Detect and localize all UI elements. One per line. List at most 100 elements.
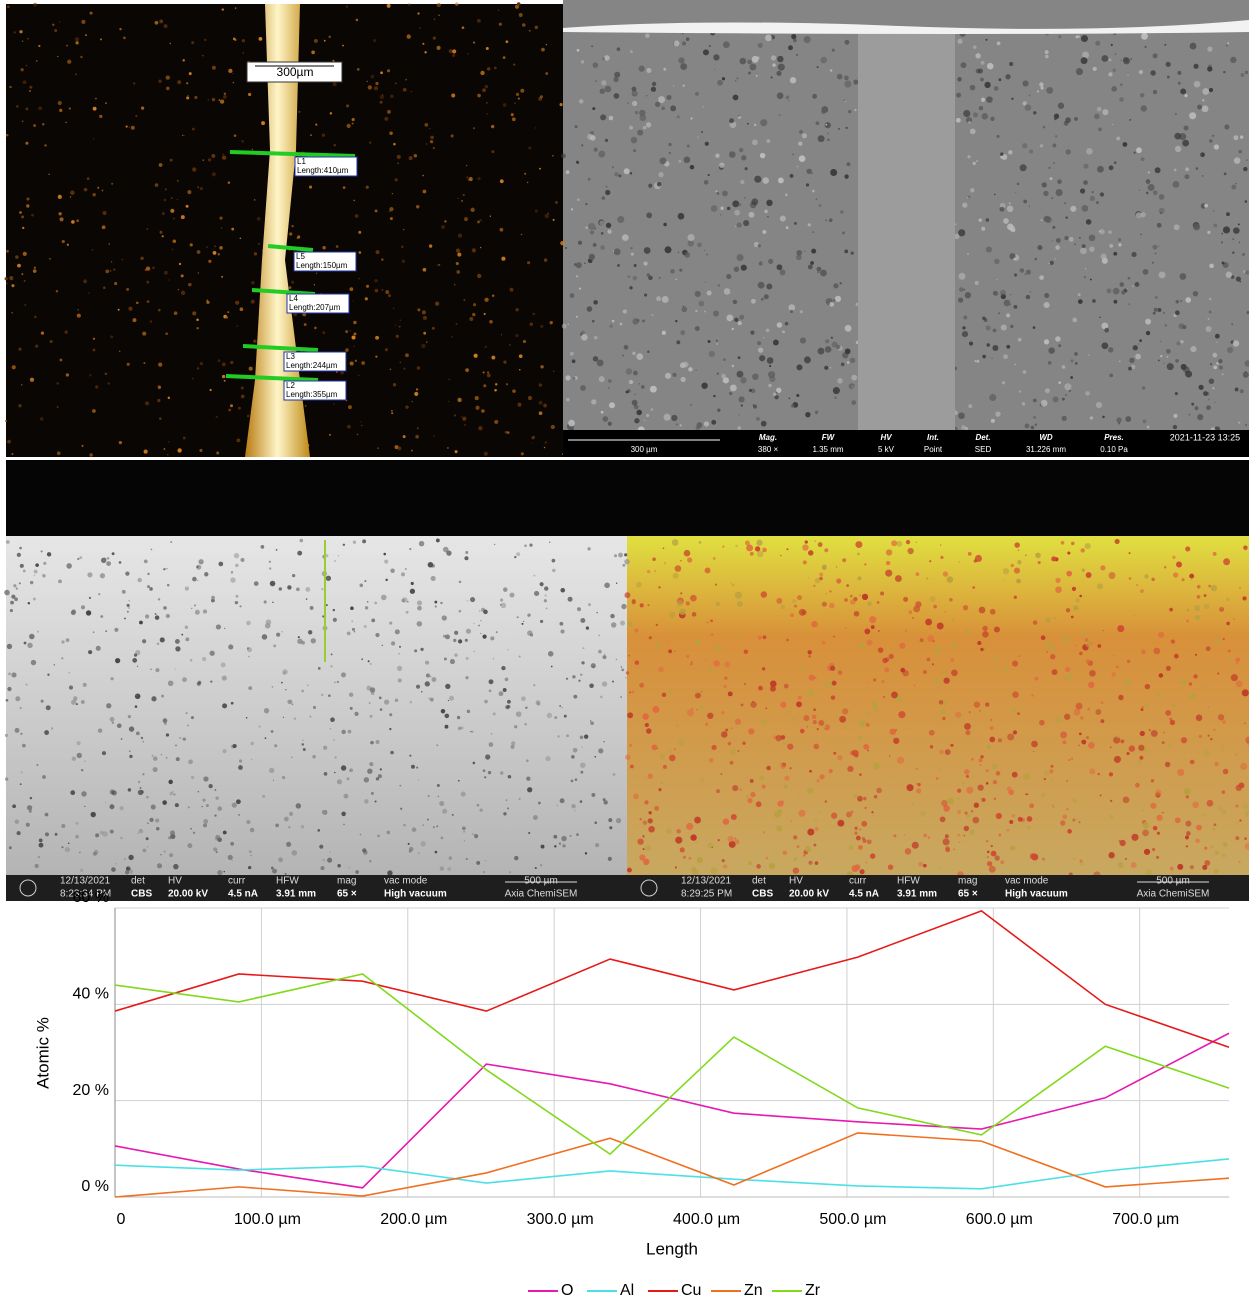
speckle	[505, 678, 509, 682]
speckle	[1196, 167, 1199, 170]
speckle	[322, 246, 325, 249]
speckle	[936, 777, 939, 780]
speckle	[447, 447, 448, 448]
speckle	[1208, 585, 1211, 588]
speckle	[652, 82, 656, 86]
speckle	[522, 23, 526, 27]
speckle	[1075, 645, 1077, 647]
speckle	[120, 806, 124, 810]
speckle	[662, 693, 666, 697]
speckle	[36, 60, 37, 61]
speckle	[1235, 804, 1238, 807]
speckle	[858, 642, 864, 648]
speckle	[70, 191, 74, 195]
speckle	[1240, 389, 1244, 393]
speckle	[221, 276, 223, 278]
speckle	[656, 296, 661, 301]
speckle	[1214, 144, 1219, 149]
speckle	[113, 268, 115, 270]
speckle	[310, 134, 312, 136]
speckle	[1212, 135, 1214, 137]
speckle	[119, 561, 122, 564]
speckle	[1109, 244, 1113, 248]
speckle	[804, 356, 811, 363]
speckle	[1224, 173, 1227, 176]
speckle	[102, 211, 106, 215]
speckle	[597, 359, 604, 366]
speckle	[930, 745, 933, 748]
speckle	[374, 602, 377, 605]
speckle	[633, 276, 638, 281]
speckle	[1236, 276, 1241, 281]
speckle	[688, 240, 694, 246]
speckle	[1201, 813, 1205, 817]
speckle	[891, 691, 898, 698]
speckle	[511, 741, 515, 745]
speckle	[17, 264, 21, 268]
speckle	[977, 784, 983, 790]
speckle	[139, 829, 144, 834]
speckle	[630, 765, 634, 769]
speckle	[929, 730, 935, 736]
speckle	[831, 337, 833, 339]
measure-length: Length:207µm	[289, 303, 341, 312]
speckle	[800, 310, 803, 313]
speckle	[730, 761, 734, 765]
speckle	[1230, 57, 1236, 63]
speckle	[1141, 157, 1145, 161]
speckle	[1077, 35, 1080, 38]
speckle	[329, 434, 331, 436]
speckle	[353, 540, 356, 543]
speckle	[478, 426, 482, 430]
speckle	[994, 855, 999, 860]
speckle	[713, 395, 715, 397]
legend-label: O	[561, 1282, 573, 1299]
speckle	[825, 339, 829, 343]
speckle	[571, 208, 573, 210]
speckle	[24, 642, 27, 645]
speckle	[351, 620, 353, 622]
speckle	[186, 82, 188, 84]
speckle	[577, 49, 580, 52]
speckle	[1062, 814, 1067, 819]
speckle	[35, 864, 39, 868]
speckle	[957, 77, 961, 81]
speckle	[608, 857, 612, 861]
speckle	[366, 186, 369, 189]
speckle	[128, 866, 130, 868]
speckle	[417, 308, 420, 311]
speckle	[568, 597, 573, 602]
speckle	[566, 170, 570, 174]
speckle	[331, 653, 333, 655]
speckle	[120, 837, 123, 840]
speckle	[326, 604, 328, 606]
speckle	[395, 83, 397, 85]
speckle	[624, 168, 630, 174]
sem-scale: 300 µm	[631, 445, 658, 454]
speckle	[952, 619, 955, 622]
speckle	[1158, 359, 1160, 361]
speckle	[349, 768, 353, 772]
speckle	[1082, 205, 1089, 212]
speckle	[1038, 561, 1041, 564]
speckle	[797, 845, 800, 848]
speckle	[646, 68, 651, 73]
speckle	[707, 290, 712, 295]
speckle	[269, 768, 274, 773]
sem-track	[858, 30, 955, 430]
speckle	[1093, 67, 1097, 71]
speckle	[204, 572, 208, 576]
speckle	[529, 30, 531, 32]
speckle	[1031, 741, 1038, 748]
speckle	[761, 591, 767, 597]
speckle	[857, 553, 860, 556]
speckle	[565, 247, 567, 249]
speckle	[588, 603, 591, 606]
speckle	[663, 547, 665, 549]
speckle	[465, 639, 468, 642]
speckle	[1014, 596, 1017, 599]
speckle	[366, 81, 367, 82]
speckle	[247, 415, 250, 418]
speckle	[661, 107, 665, 111]
speckle	[1129, 577, 1132, 580]
